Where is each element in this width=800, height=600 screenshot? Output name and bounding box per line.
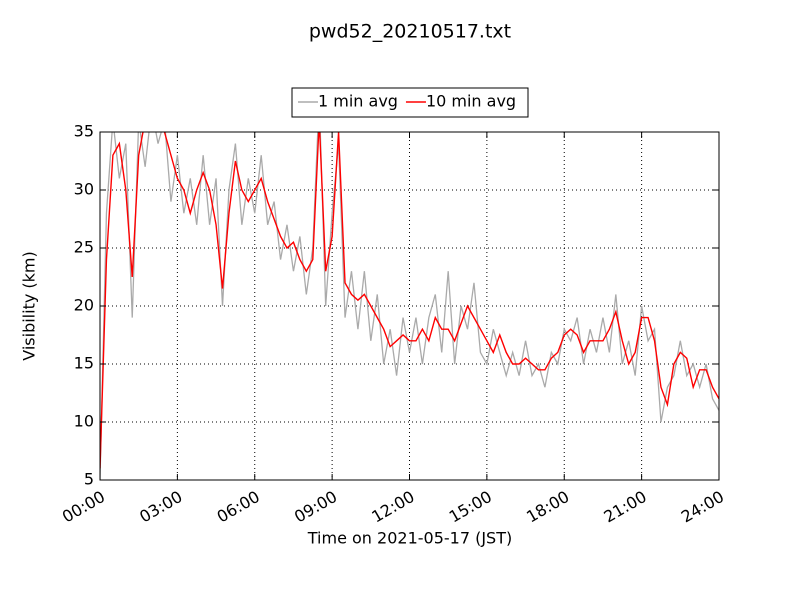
y-tick-label: 35 bbox=[74, 122, 94, 141]
y-tick-label: 10 bbox=[74, 412, 94, 431]
data-line bbox=[100, 132, 719, 480]
x-axis-label: Time on 2021-05-17 (JST) bbox=[307, 529, 512, 548]
y-axis-label: Visibility (km) bbox=[20, 251, 39, 360]
y-tick-label: 25 bbox=[74, 238, 94, 257]
y-tick-label: 5 bbox=[84, 470, 94, 489]
data-line bbox=[100, 132, 719, 469]
y-tick-label: 20 bbox=[74, 296, 94, 315]
chart-title: pwd52_20210517.txt bbox=[309, 21, 511, 43]
legend-label: 10 min avg bbox=[426, 92, 516, 111]
legend-label: 1 min avg bbox=[318, 92, 398, 111]
y-tick-label: 15 bbox=[74, 354, 94, 373]
legend: 1 min avg 10 min avg bbox=[291, 87, 529, 118]
y-tick-label: 30 bbox=[74, 180, 94, 199]
plot-area bbox=[100, 132, 719, 480]
